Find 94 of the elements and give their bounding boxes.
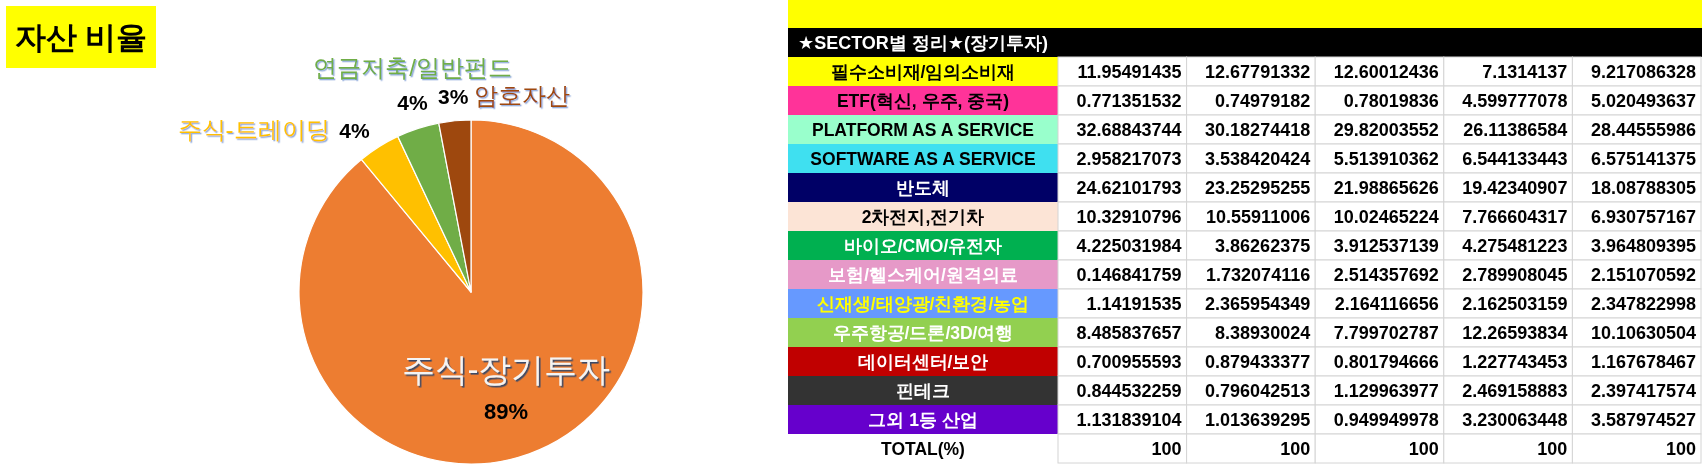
data-label: 29.82003552 (1333, 120, 1439, 140)
data-label: 4% (339, 119, 370, 143)
data-label: 2.347822998 (1590, 294, 1696, 314)
data-label: 2.789908045 (1462, 265, 1568, 285)
data-label: 0.949949978 (1333, 410, 1439, 430)
data-label: 26.11386584 (1463, 120, 1568, 140)
y-tick-label: 바이오/CMO/유전자 (843, 236, 1003, 256)
data-label: 2.162503159 (1462, 294, 1568, 314)
data-label: 6.930757167 (1590, 207, 1696, 227)
y-tick-label: TOTAL(%) (881, 439, 965, 459)
data-label: 10.55911006 (1206, 207, 1311, 227)
data-label: 0.879433377 (1205, 352, 1311, 372)
y-tick-label: SOFTWARE AS A SERVICE (810, 149, 1036, 169)
data-label: 0.844532259 (1076, 381, 1182, 401)
data-label: 1.013639295 (1205, 410, 1311, 430)
data-label: 7.1314137 (1482, 62, 1568, 82)
data-label: 3.964809395 (1590, 236, 1696, 256)
data-label: 5.513910362 (1333, 149, 1439, 169)
data-label: 2.365954349 (1205, 294, 1311, 314)
data-label: 1.732074116 (1206, 265, 1311, 285)
chart-title: ★SECTOR별 정리★(장기투자) (798, 33, 1048, 53)
data-label: 8.38930024 (1215, 323, 1311, 343)
data-label: 12.67791332 (1205, 62, 1311, 82)
y-tick-label: 우주항공/드론/3D/여행 (832, 323, 1014, 343)
y-tick-label: 그외 1등 산업 (868, 410, 978, 430)
data-label: 100 (1537, 439, 1568, 459)
y-tick-label: 핀테크 (896, 381, 950, 401)
data-label: 18.08788305 (1590, 178, 1696, 198)
data-label: 30.18274418 (1205, 120, 1311, 140)
data-label: 1.167678467 (1590, 352, 1696, 372)
slice-label: 주식-트레이딩 (177, 116, 330, 144)
y-tick-label: PLATFORM AS A SERVICE (811, 120, 1035, 140)
data-label: 4.225031984 (1076, 236, 1182, 256)
data-label: 3.587974527 (1590, 410, 1696, 430)
data-label: 0.74979182 (1215, 91, 1311, 111)
data-label: 2.514357692 (1333, 265, 1439, 285)
data-label: 4.599777078 (1462, 91, 1568, 111)
chart-title: 자산 비율 (14, 20, 148, 55)
data-label: 3% (438, 84, 469, 108)
data-label: 2.469158883 (1462, 381, 1568, 401)
data-label: 0.78019836 (1343, 91, 1439, 111)
data-label: 11.95491435 (1077, 62, 1182, 82)
data-label: 4.275481223 (1462, 236, 1568, 256)
data-label: 7.799702787 (1333, 323, 1439, 343)
data-label: 12.26593834 (1462, 323, 1568, 343)
data-label: 1.14191535 (1086, 294, 1182, 314)
data-label: 0.700955593 (1076, 352, 1182, 372)
data-label: 89% (483, 399, 529, 425)
slice-label: 주식-장기투자 (401, 351, 611, 389)
data-label: 6.575141375 (1590, 149, 1696, 169)
data-label: 6.544133443 (1462, 149, 1568, 169)
data-label: 9.217086328 (1590, 62, 1696, 82)
data-label: 12.60012436 (1333, 62, 1439, 82)
data-label: 24.62101793 (1076, 178, 1182, 198)
data-label: 1.227743453 (1462, 352, 1568, 372)
data-label: 100 (1408, 439, 1439, 459)
data-label: 10.10630504 (1590, 323, 1696, 343)
data-label: 100 (1280, 439, 1311, 459)
data-label: 32.68843744 (1076, 120, 1182, 140)
data-label: 1.131839104 (1076, 410, 1182, 430)
data-label: 8.485837657 (1076, 323, 1182, 343)
data-label: 2.164116656 (1334, 294, 1439, 314)
data-label: 28.44555986 (1590, 120, 1696, 140)
data-label: 23.25295255 (1205, 178, 1311, 198)
data-label: 10.02465224 (1333, 207, 1439, 227)
data-label: 3.230063448 (1462, 410, 1568, 430)
y-tick-label: 신재생/태양광/친환경/농업 (816, 294, 1030, 314)
data-label: 100 (1665, 439, 1696, 459)
data-label: 2.151070592 (1590, 265, 1696, 285)
data-label: 2.397417574 (1590, 381, 1696, 401)
data-label: 1.129963977 (1333, 381, 1439, 401)
data-label: 3.538420424 (1205, 149, 1311, 169)
data-label: 10.32910796 (1076, 207, 1182, 227)
data-label: 21.98865626 (1333, 178, 1439, 198)
data-label: 100 (1151, 439, 1182, 459)
data-label: 3.912537139 (1333, 236, 1439, 256)
slice-label: 암호자산 (474, 81, 571, 109)
data-label: 0.796042513 (1205, 381, 1311, 401)
data-label: 0.801794666 (1333, 352, 1439, 372)
data-label: 19.42340907 (1462, 178, 1568, 198)
data-label: 0.771351532 (1076, 91, 1182, 111)
y-tick-label: 필수소비재/임의소비재 (830, 62, 1016, 82)
y-tick-label: ETF(혁신, 우주, 중국) (836, 91, 1010, 111)
slice-label: 연금저축/일반펀드 (313, 54, 512, 82)
y-tick-label: 반도체 (896, 178, 950, 198)
y-tick-label: 2차전지,전기차 (861, 207, 985, 227)
y-tick-label: 데이터센터/보안 (857, 352, 989, 372)
data-label: 4% (397, 91, 428, 115)
y-tick-label: 보험/헬스케어/원격의료 (828, 265, 1018, 285)
data-label: 0.146841759 (1076, 265, 1182, 285)
data-label: 7.766604317 (1462, 207, 1568, 227)
data-label: 5.020493637 (1590, 91, 1696, 111)
data-label: 2.958217073 (1076, 149, 1182, 169)
data-label: 3.86262375 (1215, 236, 1311, 256)
